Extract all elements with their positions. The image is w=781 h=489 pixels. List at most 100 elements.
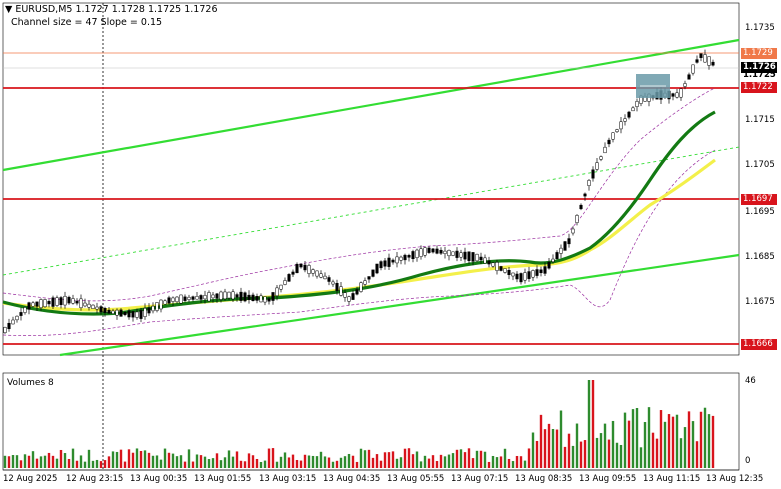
volume-bar: [23, 454, 27, 468]
candle-body: [519, 273, 523, 283]
volume-bar: [499, 456, 503, 468]
candle-body: [335, 282, 339, 292]
candle-body: [31, 302, 35, 307]
volume-bar: [191, 461, 195, 468]
time-tick: 13 Aug 12:35: [706, 474, 764, 484]
candle-body: [139, 310, 143, 319]
volume-bar: [703, 407, 707, 468]
volume-bar: [259, 461, 263, 468]
envelope-upper: [2, 87, 716, 302]
candle-body: [407, 255, 411, 258]
volume-bar: [571, 445, 575, 468]
volume-bar: [523, 460, 527, 468]
volume-bar: [303, 454, 307, 468]
time-tick: 12 Aug 23:15: [66, 474, 124, 484]
candle-body: [303, 264, 307, 271]
candle-body: [491, 262, 495, 267]
candle-body: [447, 250, 451, 257]
candle-body: [679, 88, 683, 98]
candle-body: [635, 101, 639, 107]
volume-bar: [179, 455, 183, 468]
candle-body: [423, 247, 427, 256]
volume-bar: [591, 380, 595, 468]
volume-bar: [87, 449, 91, 468]
volume-bar: [563, 446, 567, 468]
volume-bar: [619, 444, 623, 468]
candle-body: [151, 305, 155, 312]
volume-bar: [507, 458, 511, 468]
volume-bar: [531, 432, 535, 468]
candle-body: [675, 92, 679, 98]
volume-bar: [491, 455, 495, 468]
volume-bar: [327, 457, 331, 468]
volume-bar: [587, 380, 591, 468]
volume-bar: [239, 460, 243, 468]
volume-bar: [555, 429, 559, 468]
candle-body: [499, 266, 503, 271]
candle-body: [543, 266, 547, 274]
candle-body: [427, 247, 431, 253]
volume-bar: [659, 410, 663, 468]
candle-body: [483, 257, 487, 264]
candle-body: [79, 298, 83, 309]
volume-bar: [143, 450, 147, 468]
candle-body: [223, 291, 227, 300]
volume-bar: [155, 455, 159, 468]
volume-bar: [359, 448, 363, 468]
volume-bar: [147, 452, 151, 468]
candle-body: [299, 263, 303, 268]
volume-bar: [407, 448, 411, 468]
volume-bar: [175, 456, 179, 468]
volume-bar: [151, 455, 155, 468]
channel-lower-line: [59, 253, 740, 357]
candle-body: [575, 215, 579, 223]
candle-body: [331, 281, 335, 285]
volume-bar: [131, 452, 135, 468]
volume-bar: [255, 458, 259, 468]
candle-body: [411, 251, 415, 260]
candle-body: [115, 309, 119, 316]
candle-body: [611, 132, 615, 140]
time-tick: 13 Aug 09:55: [579, 474, 637, 484]
volume-bar: [611, 420, 615, 468]
candle-body: [291, 271, 295, 275]
candle-body: [627, 111, 631, 118]
candle-body: [375, 263, 379, 274]
candle-body: [179, 294, 183, 304]
candle-body: [63, 295, 67, 306]
volume-bar: [515, 455, 519, 468]
candle-body: [351, 293, 355, 300]
volume-bar: [495, 457, 499, 468]
volume-series: [3, 380, 715, 468]
volume-bar: [683, 427, 687, 468]
level-badge: 1.1722: [741, 82, 777, 93]
volume-bar: [95, 459, 99, 468]
volume-bar: [183, 461, 187, 468]
volume-bar: [463, 452, 467, 468]
volume-bar: [599, 433, 603, 468]
candle-body: [451, 251, 455, 256]
candle-body: [711, 61, 715, 66]
candle-body: [551, 258, 555, 262]
volume-bar: [103, 460, 107, 468]
candle-body: [479, 256, 483, 261]
candle-body: [563, 241, 567, 251]
candle-body: [271, 292, 275, 301]
candle-body: [343, 292, 347, 298]
time-tick: 12 Aug 2025: [3, 474, 58, 484]
candle-body: [327, 277, 331, 282]
price-tick: 1.1705: [745, 160, 775, 170]
volume-bar: [271, 448, 275, 468]
candle-body: [67, 296, 71, 304]
candle-body: [699, 53, 703, 58]
volume-bar: [11, 455, 15, 468]
candle-body: [43, 299, 47, 308]
volume-bar: [139, 450, 143, 468]
candle-body: [259, 295, 263, 303]
candle-body: [267, 298, 271, 302]
volume-bar: [399, 457, 403, 468]
volume-bar: [575, 423, 579, 468]
volume-bar: [75, 460, 79, 468]
candle-body: [111, 310, 115, 314]
